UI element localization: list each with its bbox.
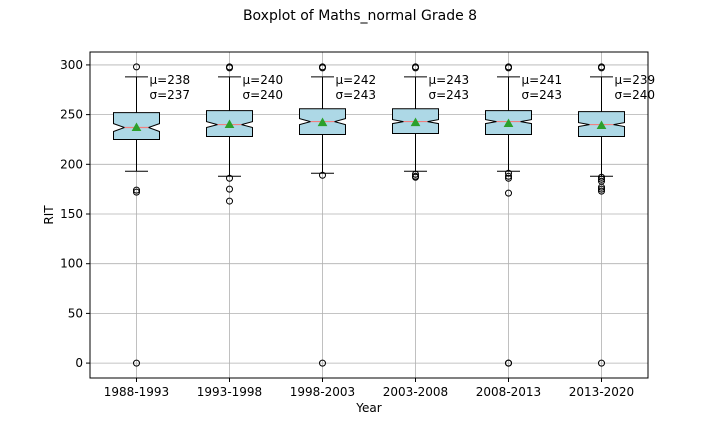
outlier-point (505, 64, 512, 72)
annotation-mean: μ=241 (522, 73, 563, 87)
outlier-point (598, 173, 605, 181)
boxes-layer: μ=238σ=237μ=240σ=240μ=242σ=243μ=243σ=243… (113, 63, 656, 367)
outlier-point (319, 359, 326, 367)
outlier-point (226, 64, 233, 72)
mean-marker (503, 118, 514, 128)
mean-marker (131, 122, 142, 132)
outlier-point (133, 359, 140, 367)
annotation-sigma: σ=237 (150, 88, 191, 102)
outlier-point (598, 64, 605, 72)
mean-marker (317, 117, 328, 127)
outlier-point (226, 197, 233, 205)
annotation-mean: μ=243 (429, 73, 470, 87)
outlier-point (133, 63, 140, 71)
outlier-point (319, 171, 326, 179)
x-tick-label: 2008-2013 (476, 385, 541, 399)
annotation-mean: μ=240 (243, 73, 284, 87)
x-tick-label: 2003-2008 (383, 385, 448, 399)
outlier-point (505, 174, 512, 182)
outlier-point (505, 172, 512, 180)
x-tick-label: 1998-2003 (290, 385, 355, 399)
y-tick-label: 0 (75, 356, 83, 370)
y-tick-label: 250 (60, 108, 83, 122)
annotation-mean: μ=242 (336, 73, 377, 87)
y-tick-label: 300 (60, 58, 83, 72)
outlier-point (598, 183, 605, 191)
x-tick-label: 1988-1993 (104, 385, 169, 399)
outlier-point (505, 169, 512, 177)
x-axis: 1988-1993 1993-1998 1998-2003 2003-2008 2008… (104, 378, 634, 399)
x-tick-label: 2013-2020 (569, 385, 634, 399)
outlier-point (226, 174, 233, 182)
plot-frame (89, 51, 649, 379)
annotation-sigma: σ=243 (522, 88, 563, 102)
outlier-point (598, 359, 605, 367)
chart-title: Boxplot of Maths_normal Grade 8 (243, 8, 477, 24)
outlier-point (598, 185, 605, 193)
mean-marker (596, 120, 607, 130)
outlier-point (412, 170, 419, 178)
mean-marker (224, 119, 235, 129)
y-tick-label: 50 (68, 306, 83, 320)
annotation-mean: μ=239 (615, 73, 656, 87)
outlier-point (226, 185, 233, 193)
x-axis-label: Year (355, 401, 381, 415)
annotation-sigma: σ=243 (429, 88, 470, 102)
outlier-point (412, 64, 419, 72)
mean-marker (410, 117, 421, 127)
y-tick-label: 100 (60, 257, 83, 271)
y-tick-label: 200 (60, 157, 83, 171)
y-axis: 0 50 100 150 200 250 300 (60, 58, 90, 370)
annotation-sigma: σ=240 (615, 88, 656, 102)
annotation-mean: μ=238 (150, 73, 191, 87)
outlier-point (598, 187, 605, 195)
outlier-point (412, 173, 419, 181)
x-tick-label: 1993-1998 (197, 385, 262, 399)
outlier-point (133, 186, 140, 194)
y-tick-label: 150 (60, 207, 83, 221)
y-axis-label: RIT (42, 205, 56, 225)
outlier-point (505, 189, 512, 197)
outlier-point (133, 188, 140, 196)
annotation-sigma: σ=243 (336, 88, 377, 102)
outlier-point (598, 175, 605, 183)
outlier-point (505, 359, 512, 367)
annotation-sigma: σ=240 (243, 88, 284, 102)
outlier-point (319, 64, 326, 72)
